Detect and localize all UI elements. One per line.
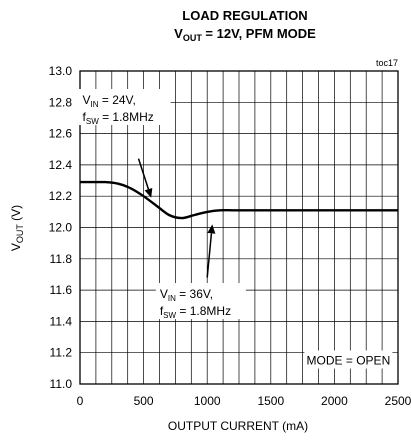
x-tick-label: 2000 — [321, 394, 348, 408]
annotation-36v-arrowhead — [207, 224, 216, 234]
x-tick-label: 500 — [134, 394, 154, 408]
y-tick-label: 11.8 — [50, 252, 73, 266]
annotation-36v-background — [155, 283, 246, 320]
x-tick-label: 0 — [77, 394, 84, 408]
annotation-24v-arrowhead — [144, 188, 153, 198]
chart-title-line1: LOAD REGULATION — [182, 8, 307, 23]
chart-title-line2: VOUT = 12V, PFM MODE — [174, 26, 316, 43]
y-tick-label: 12.4 — [49, 158, 73, 172]
y-tick-label: 13.0 — [49, 64, 73, 78]
x-tick-label: 2500 — [385, 394, 411, 408]
annotation-36v-line1: VIN = 36V, — [160, 287, 213, 303]
annotation-24v-line2: fSW = 1.8MHz — [83, 110, 154, 126]
annotation-vin-36v: VIN = 36V, fSW = 1.8MHz — [155, 224, 246, 320]
y-tick-label: 11.2 — [50, 346, 73, 360]
annotation-24v-line1: VIN = 24V, — [83, 93, 136, 109]
annotation-24v-arrow — [137, 158, 150, 190]
y-tick-labels: 13.0 12.8 12.6 12.4 12.2 12.0 11.8 11.6 11.4 11.2… — [49, 64, 73, 391]
y-tick-label: 12.2 — [49, 189, 73, 203]
annotation-vin-24v: VIN = 24V, fSW = 1.8MHz — [78, 88, 171, 198]
x-tick-labels: 0 500 1000 1500 2000 2500 — [77, 394, 411, 408]
series-line — [80, 180, 398, 220]
y-tick-label: 12.6 — [49, 127, 73, 141]
y-tick-label: 12.0 — [49, 221, 73, 235]
annotation-mode-background — [304, 350, 393, 369]
annotation-mode-open: MODE = OPEN — [304, 350, 393, 369]
x-tick-label: 1500 — [257, 394, 284, 408]
y-tick-label: 11.6 — [50, 283, 73, 297]
y-tick-label: 11.0 — [50, 377, 73, 391]
y-tick-label: 12.8 — [49, 95, 73, 109]
x-axis-label: OUTPUT CURRENT (mA) — [168, 419, 308, 433]
annotation-mode-text: MODE = OPEN — [307, 354, 391, 368]
annotation-36v-arrow — [206, 233, 213, 278]
grid — [80, 71, 398, 384]
x-tick-label: 1000 — [194, 394, 221, 408]
series-group — [80, 180, 398, 220]
plot-frame — [79, 70, 399, 385]
annotation-24v-background — [78, 88, 171, 125]
y-axis-label: VOUT (V) — [9, 205, 25, 251]
figure-id: toc17 — [376, 58, 398, 68]
annotation-36v-line2: fSW = 1.8MHz — [160, 304, 231, 320]
y-tick-label: 11.4 — [50, 314, 73, 328]
